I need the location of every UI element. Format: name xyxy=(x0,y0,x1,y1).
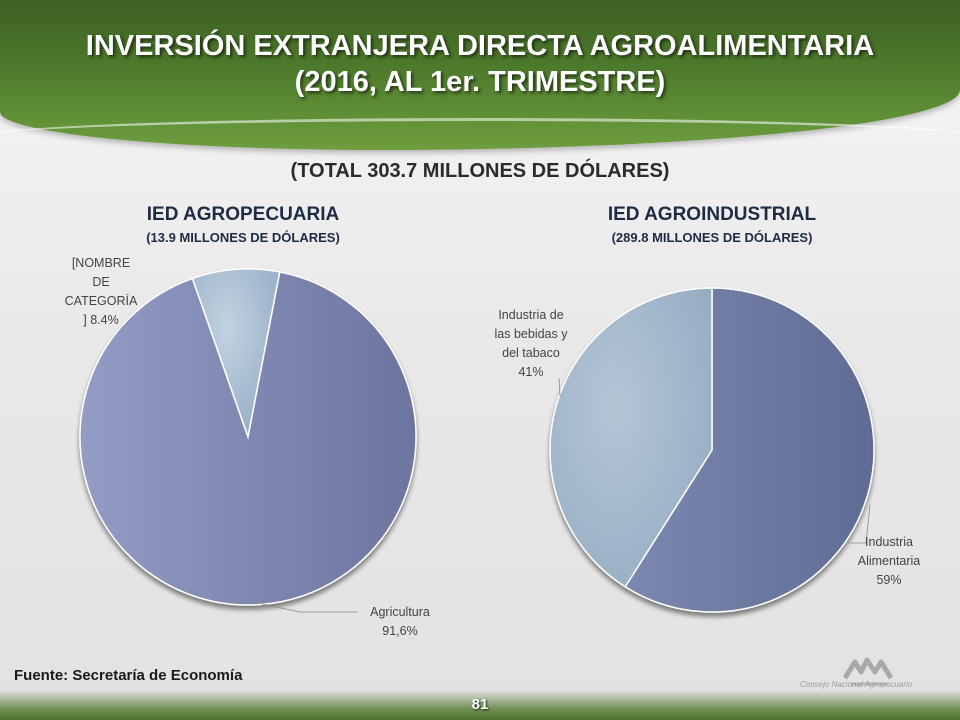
agroindustrial-slice-1 xyxy=(549,287,713,588)
agropecuaria-slice-1 xyxy=(79,271,417,606)
agroindustrial-leader-line-0 xyxy=(848,504,871,544)
footer-band xyxy=(0,690,960,720)
consejo-logo-icon xyxy=(842,657,894,686)
agropecuaria-data-label-1: Agricultura 91,6% xyxy=(370,605,430,638)
logo-text: Consejo Nacional Agropecuario xyxy=(800,680,913,689)
pie-agroindustrial-labels: Industria Alimentaria 59% Industria de las b… xyxy=(495,308,921,587)
chart-left-subtitle: (13.9 MILLONES DE DÓLARES) xyxy=(146,230,340,245)
page-title-line2: (2016, AL 1er. TRIMESTRE) xyxy=(294,66,666,98)
source-note: Fuente: Secretaría de Economía xyxy=(14,667,243,684)
header-swoosh xyxy=(0,118,960,161)
agropecuaria-data-label-0: [NOMBRE DE CATEGORÍA] 8.4% xyxy=(65,256,138,327)
agropecuaria-leader-line-1 xyxy=(261,603,358,613)
agroindustrial-slice-0 xyxy=(624,287,875,613)
chart-right-title-block: IED AGROINDUSTRIAL (289.8 MILLONES DE DÓ… xyxy=(562,204,862,245)
header-banner xyxy=(0,0,960,150)
chart-right-title: IED AGROINDUSTRIAL xyxy=(607,204,817,225)
agroindustrial-data-label-1: Industria de las bebidas y del tabaco 41% xyxy=(495,308,569,379)
pie-agropecuaria xyxy=(79,268,417,606)
page-number: 81 xyxy=(471,696,489,713)
chart-left-title: IED AGROPECUARIA xyxy=(146,204,340,225)
total-investment: (TOTAL 303.7 MILLONES DE DÓLARES) xyxy=(290,160,670,182)
page-title-line1: INVERSIÓN EXTRANJERA DIRECTA AGROALIMENT… xyxy=(85,30,875,62)
pie-agropecuaria-labels: [NOMBRE DE CATEGORÍA] 8.4% Agricultura 91,6% xyxy=(65,256,430,638)
pie-agroindustrial xyxy=(549,287,875,613)
agroindustrial-leader-line-1 xyxy=(558,377,561,397)
agroindustrial-data-label-0: Industria Alimentaria 59% xyxy=(858,535,921,587)
chart-right-subtitle: (289.8 MILLONES DE DÓLARES) xyxy=(611,230,813,245)
chart-left-title-block: IED AGROPECUARIA (13.9 MILLONES DE DÓLAR… xyxy=(93,204,393,245)
agropecuaria-slice-0 xyxy=(191,268,281,440)
